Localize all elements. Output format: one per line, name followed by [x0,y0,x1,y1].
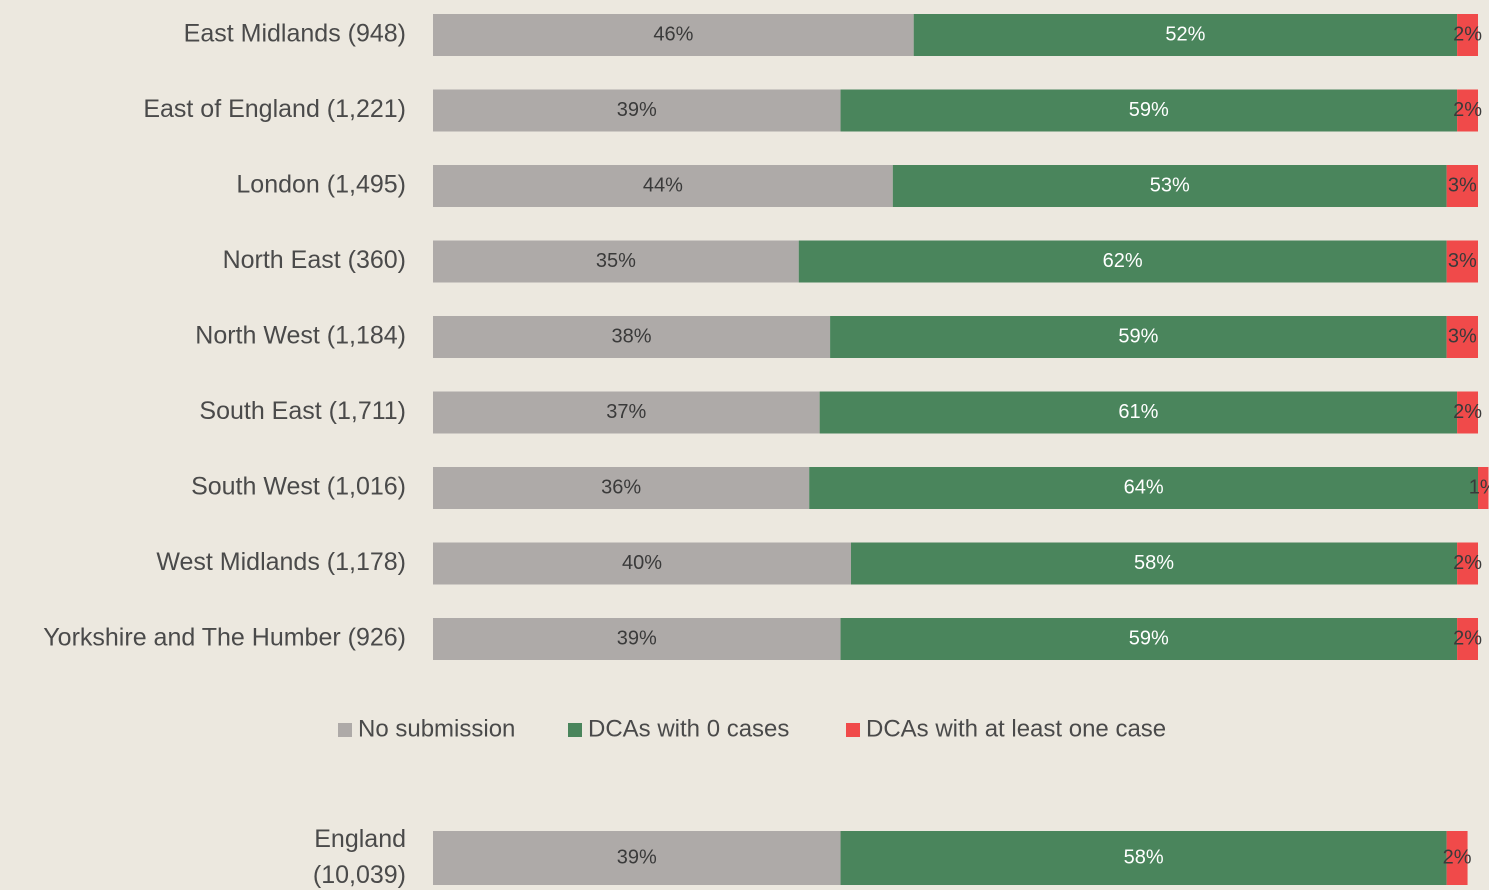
bar-segment [819,391,1458,434]
bar-segment [809,467,1478,509]
value-label: 46% [653,23,693,45]
value-label: 3% [1448,250,1477,272]
bar-segment [433,831,841,885]
bar-segment [433,542,851,585]
category-label: Yorkshire and The Humber (926) [43,624,406,652]
bar-segment [1457,542,1478,585]
value-label: 59% [1118,325,1158,347]
bar-segment [433,391,820,434]
value-label: 58% [1134,552,1174,574]
bar-segment [1457,618,1478,660]
value-label: 40% [622,552,662,574]
category-label: East of England (1,221) [143,95,406,123]
legend-label: No submission [358,715,515,742]
category-label: North West (1,184) [195,322,406,350]
value-label: 2% [1443,846,1472,868]
value-label: 35% [596,250,636,272]
bar-segment [433,240,799,283]
value-label: 58% [1124,846,1164,868]
category-label: West Midlands (1,178) [156,548,406,576]
bar-segment [1457,14,1478,56]
legend-label: DCAs with at least one case [866,715,1166,742]
bar-segment [433,89,841,132]
bar-segment [1478,467,1489,509]
value-label: 36% [601,476,641,498]
bar-segment [433,165,893,207]
category-label: England (10,039) [313,825,406,889]
bar-segment [1446,316,1478,358]
bar-segment [892,165,1447,207]
bar-segment [433,316,831,358]
bar-segment [840,89,1458,132]
bar-segment [433,618,841,660]
value-label: 38% [612,325,652,347]
value-label: 37% [606,401,646,423]
category-label: South East (1,711) [199,397,406,425]
bar-segment [840,831,1447,885]
value-label: 44% [643,174,683,196]
legend-swatch [846,723,860,737]
bar-segment [1446,831,1468,885]
value-label: 59% [1129,627,1169,649]
value-label: 53% [1150,174,1190,196]
category-label: North East (360) [223,246,406,274]
bar-segment [433,467,810,509]
bar-segment [1457,391,1478,434]
value-label: 62% [1103,250,1143,272]
value-label: 39% [617,627,657,649]
category-label: East Midlands (948) [184,20,406,48]
bar-segment [913,14,1458,56]
value-label: 2% [1453,627,1482,649]
value-label: 2% [1453,552,1482,574]
value-label: 2% [1453,23,1482,45]
bar-segment [830,316,1447,358]
bar-segment [1457,89,1478,132]
value-label: 3% [1448,325,1477,347]
bar-segment [1446,165,1478,207]
legend-swatch [568,723,582,737]
bar-segment [840,618,1458,660]
bar-segment [433,14,914,56]
legend-label: DCAs with 0 cases [588,715,789,742]
value-label: 59% [1129,99,1169,121]
value-label: 2% [1453,401,1482,423]
value-label: 64% [1124,476,1164,498]
value-label: 52% [1165,23,1205,45]
value-label: 3% [1448,174,1477,196]
bar-segment [851,542,1458,585]
value-label: 61% [1118,401,1158,423]
category-label: South West (1,016) [191,473,406,501]
value-label: 2% [1453,99,1482,121]
bar-segment [1446,240,1478,283]
value-label: 39% [617,99,657,121]
legend-swatch [338,723,352,737]
bar-segment [798,240,1447,283]
value-label: 39% [617,846,657,868]
value-label: 1% [1469,476,1489,498]
category-label: London (1,495) [236,171,406,199]
